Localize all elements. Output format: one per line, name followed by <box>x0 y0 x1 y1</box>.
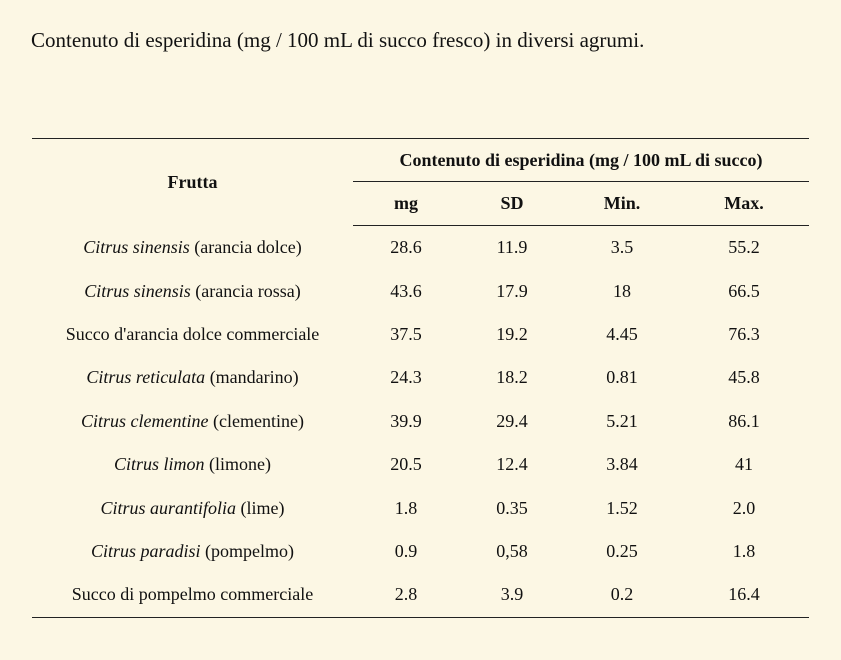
species-name: Citrus clementine <box>81 410 209 431</box>
common-name: (lime) <box>236 497 285 518</box>
species-name: Citrus sinensis <box>83 236 190 257</box>
max-cell: 76.3 <box>728 323 760 344</box>
max-cell: 86.1 <box>728 410 760 431</box>
fruit-cell: Citrus paradisi (pompelmo) <box>32 530 353 573</box>
table-row: Citrus aurantifolia (lime) 1.8 0.35 1.52 2.0 <box>32 486 809 529</box>
mg-cell: 37.5 <box>390 323 422 344</box>
min-cell: 5.21 <box>606 410 638 431</box>
mg-cell: 0.9 <box>394 540 418 561</box>
table-row: Citrus clementine (clementine) 39.9 29.4 5.… <box>32 400 809 443</box>
sd-cell: 18.2 <box>496 367 528 388</box>
common-name: (mandarino) <box>205 367 299 388</box>
species-name: Citrus sinensis <box>84 280 191 301</box>
fruit-cell: Citrus reticulata (mandarino) <box>32 356 353 399</box>
species-name: Citrus aurantifolia <box>100 497 237 518</box>
min-cell: 0.81 <box>606 367 638 388</box>
table-caption: Contenuto di esperidina (mg / 100 mL di … <box>31 28 645 52</box>
table-row: Citrus paradisi (pompelmo) 0.9 0,58 0.25 1.8 <box>32 530 809 573</box>
min-cell: 18 <box>613 280 631 301</box>
sd-cell: 19.2 <box>496 323 528 344</box>
max-cell: 1.8 <box>732 540 756 561</box>
common-name: (clementine) <box>208 410 304 431</box>
species-name: Citrus reticulata <box>86 367 206 388</box>
column-header-min: Min. <box>565 181 679 226</box>
column-header-mg: mg <box>353 181 459 226</box>
header-row-sub: mg SD Min. Max. <box>32 181 809 226</box>
min-cell: 3.84 <box>606 454 638 475</box>
column-header-frutta: Frutta <box>32 138 353 226</box>
species-name: Citrus limon <box>113 454 205 475</box>
common-name: Succo d'arancia dolce commerciale <box>65 323 320 344</box>
common-name: (arancia dolce) <box>189 236 302 257</box>
mg-cell: 24.3 <box>390 367 422 388</box>
max-cell: 66.5 <box>728 280 760 301</box>
table-row: Succo d'arancia dolce commerciale 37.5 19.… <box>32 313 809 356</box>
sd-cell: 29.4 <box>496 410 528 431</box>
fruit-cell: Citrus aurantifolia (lime) <box>32 486 353 529</box>
fruit-cell: Citrus sinensis (arancia rossa) <box>32 269 353 312</box>
min-cell: 0.2 <box>565 573 679 618</box>
fruit-cell: Citrus clementine (clementine) <box>32 400 353 443</box>
species-name: Citrus paradisi <box>90 540 201 561</box>
mg-cell: 39.9 <box>390 410 422 431</box>
table-row: Succo di pompelmo commerciale 2.8 3.9 0.2 16… <box>32 573 809 618</box>
sd-cell: 0,58 <box>496 540 528 561</box>
max-cell: 55.2 <box>728 237 760 258</box>
common-name: (pompelmo) <box>200 540 294 561</box>
fruit-cell: Citrus sinensis (arancia dolce) <box>32 226 353 270</box>
sd-cell: 11.9 <box>496 237 528 258</box>
fruit-cell: Succo di pompelmo commerciale <box>32 573 353 618</box>
sd-cell: 3.9 <box>459 573 565 618</box>
fruit-cell: Citrus limon (limone) <box>32 443 353 486</box>
min-cell: 1.52 <box>606 497 638 518</box>
max-cell: 16.4 <box>679 573 809 618</box>
column-group-header: Contenuto di esperidina (mg / 100 mL di … <box>353 138 809 182</box>
hesperidin-table: Frutta Contenuto di esperidina (mg / 100… <box>32 138 809 618</box>
common-name: (arancia rossa) <box>190 280 301 301</box>
sd-cell: 12.4 <box>496 454 528 475</box>
max-cell: 45.8 <box>728 367 760 388</box>
column-header-max: Max. <box>679 181 809 226</box>
table-row: Citrus sinensis (arancia rossa) 43.6 17.9 1… <box>32 269 809 312</box>
table-body: Citrus sinensis (arancia dolce) 28.6 11.9 3… <box>32 226 809 618</box>
header-row-group: Frutta Contenuto di esperidina (mg / 100… <box>32 138 809 226</box>
mg-cell: 1.8 <box>394 497 418 518</box>
common-name: (limone) <box>204 454 271 475</box>
mg-cell: 2.8 <box>353 573 459 618</box>
mg-cell: 28.6 <box>390 237 422 258</box>
mg-cell: 20.5 <box>390 454 422 475</box>
min-cell: 0.25 <box>606 540 638 561</box>
column-header-sd: SD <box>459 181 565 226</box>
sd-cell: 0.35 <box>496 497 528 518</box>
table-row: Citrus reticulata (mandarino) 24.3 18.2 0.8… <box>32 356 809 399</box>
min-cell: 3.5 <box>610 237 634 258</box>
common-name: Succo di pompelmo commerciale <box>71 584 314 605</box>
max-cell: 41 <box>735 454 753 475</box>
fruit-cell: Succo d'arancia dolce commerciale <box>32 313 353 356</box>
min-cell: 4.45 <box>606 323 638 344</box>
table-row: Citrus sinensis (arancia dolce) 28.6 11.9 3… <box>32 226 809 270</box>
table-row: Citrus limon (limone) 20.5 12.4 3.84 41 <box>32 443 809 486</box>
max-cell: 2.0 <box>732 497 756 518</box>
mg-cell: 43.6 <box>390 280 422 301</box>
sd-cell: 17.9 <box>496 280 528 301</box>
